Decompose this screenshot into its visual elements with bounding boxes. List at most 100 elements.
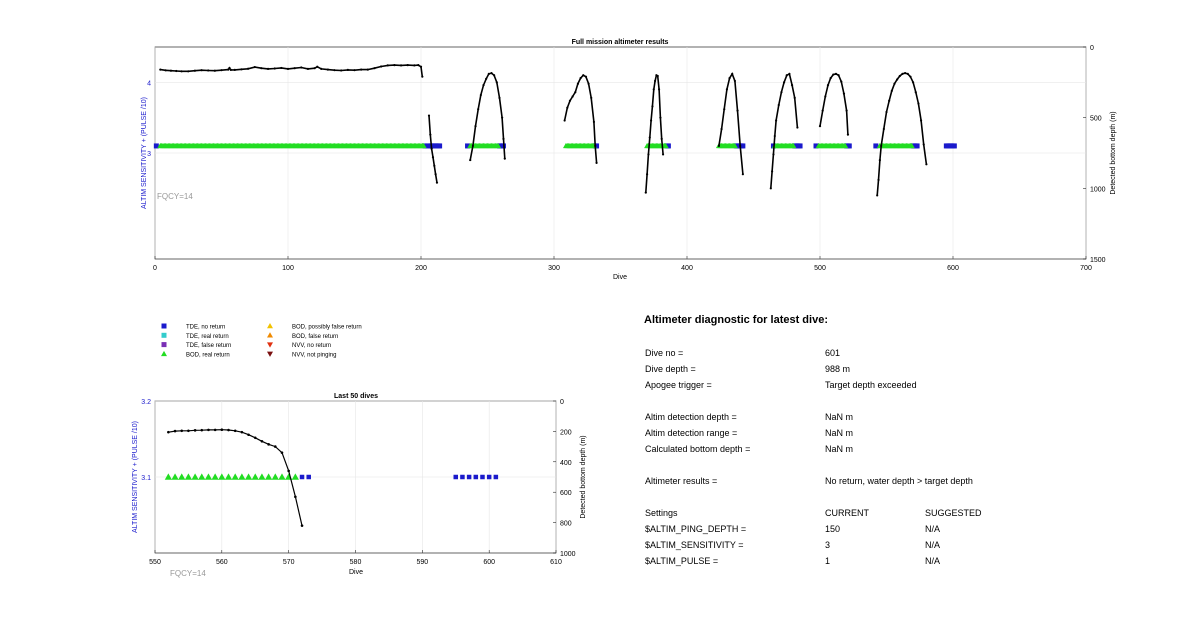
current-header: CURRENT bbox=[825, 508, 869, 518]
depth-point bbox=[346, 68, 349, 71]
depth-point bbox=[435, 181, 439, 184]
depth-point bbox=[180, 429, 184, 433]
depth-point bbox=[777, 103, 780, 107]
depth-point bbox=[253, 65, 256, 69]
row-label: Altim detection depth = bbox=[645, 412, 737, 422]
depth-point bbox=[487, 72, 490, 75]
depth-point bbox=[644, 191, 647, 194]
legend: TDE, no return TDE, real return TDE, false… bbox=[161, 323, 362, 358]
depth-point bbox=[167, 430, 170, 434]
setting-current: 1 bbox=[825, 556, 831, 566]
depth-point bbox=[280, 451, 284, 454]
depth-point bbox=[922, 143, 925, 146]
tde-no-return-marker bbox=[306, 474, 311, 480]
depth-point bbox=[769, 187, 772, 190]
y-left-tick-label: 4 bbox=[147, 80, 151, 87]
depth-point bbox=[326, 68, 329, 71]
depth-point bbox=[837, 74, 840, 77]
tde-no-return-marker bbox=[914, 143, 920, 149]
row-value: No return, water depth > target depth bbox=[825, 476, 973, 486]
depth-point bbox=[427, 114, 431, 117]
tick-labels: 550 560 570 580 590 600 610 3.1 3.2 0 200 400 600 800… bbox=[141, 399, 575, 566]
depth-point bbox=[429, 133, 432, 136]
depth-point bbox=[647, 153, 650, 156]
depth-point bbox=[200, 428, 204, 432]
depth-point bbox=[293, 67, 296, 70]
depth-point bbox=[340, 69, 343, 72]
depth-point bbox=[717, 144, 721, 148]
x-tick-label: 100 bbox=[282, 265, 294, 272]
y-axis-right-label: Detected bottom depth (m) bbox=[580, 435, 587, 518]
depth-point bbox=[824, 95, 827, 98]
tde-no-return-marker bbox=[480, 474, 485, 480]
x-tick-label: 590 bbox=[416, 559, 428, 566]
depth-point bbox=[417, 63, 420, 67]
depth-point bbox=[273, 67, 276, 70]
suggested-header: SUGGESTED bbox=[925, 508, 982, 518]
y-left-tick-label: 3.1 bbox=[141, 475, 151, 482]
last-50-dives-chart: 550 560 570 580 590 600 610 3.1 3.2 0 200 400 600 800… bbox=[132, 393, 587, 578]
bod-real-return-marker bbox=[164, 473, 172, 480]
depth-point bbox=[274, 445, 277, 448]
depth-point bbox=[474, 125, 477, 128]
depth-point bbox=[898, 74, 901, 78]
depth-point bbox=[501, 116, 504, 119]
bod-real-return-marker bbox=[238, 473, 246, 480]
depth-point bbox=[286, 67, 290, 71]
row-value: 988 m bbox=[825, 364, 851, 374]
depth-point bbox=[563, 119, 566, 122]
depth-point bbox=[207, 69, 210, 72]
bod-real-return-marker bbox=[271, 473, 279, 480]
depth-line bbox=[819, 73, 849, 135]
depth-point bbox=[659, 116, 662, 119]
depth-point bbox=[885, 110, 888, 114]
depth-point bbox=[413, 64, 416, 67]
bod-real-return-marker bbox=[251, 473, 259, 480]
depth-point bbox=[175, 69, 178, 73]
y-right-tick-label: 0 bbox=[1090, 45, 1094, 52]
depth-point bbox=[421, 75, 424, 78]
tde-no-return-marker bbox=[951, 143, 957, 149]
depth-point bbox=[247, 67, 250, 70]
depth-point bbox=[896, 78, 899, 81]
depth-point bbox=[790, 84, 794, 87]
depth-point bbox=[919, 119, 923, 122]
depth-point bbox=[925, 163, 928, 166]
bod-real-return-marker bbox=[198, 473, 206, 480]
depth-point bbox=[213, 428, 217, 432]
depth-point bbox=[909, 75, 912, 78]
depth-point bbox=[587, 82, 590, 85]
depth-point bbox=[877, 178, 880, 181]
legend-label: TDE, real return bbox=[186, 334, 229, 340]
depth-point bbox=[772, 153, 775, 156]
depth-point bbox=[582, 74, 585, 77]
depth-point bbox=[260, 439, 264, 443]
depth-point bbox=[904, 72, 907, 75]
setting-suggested: N/A bbox=[925, 540, 941, 550]
setting-name: $ALTIM_SENSITIVITY = bbox=[645, 540, 744, 550]
depth-point bbox=[229, 68, 232, 71]
depth-point bbox=[720, 127, 723, 131]
depth-point bbox=[566, 106, 569, 109]
bod-real-return-marker bbox=[420, 142, 427, 149]
grid bbox=[154, 46, 1087, 260]
bod-real-return-marker bbox=[731, 142, 738, 149]
depth-point bbox=[796, 126, 799, 129]
depth-point bbox=[306, 67, 310, 71]
bod-real-return-marker bbox=[908, 142, 915, 149]
y-right-tick-label: 400 bbox=[560, 460, 572, 467]
setting-current: 3 bbox=[825, 540, 831, 550]
legend-label: NVV, not pinging bbox=[292, 352, 336, 358]
legend-marker bbox=[161, 342, 167, 348]
depth-point bbox=[723, 108, 726, 111]
depth-point bbox=[651, 105, 654, 108]
y-right-tick-label: 500 bbox=[1090, 116, 1102, 123]
full-mission-chart: 0 100 200 300 400 500 600 700 3 4 0 500 1000 1500 Ful… bbox=[141, 39, 1117, 281]
depth-point bbox=[490, 72, 493, 75]
x-tick-label: 200 bbox=[415, 265, 427, 272]
row-label: Dive no = bbox=[645, 348, 684, 358]
depth-point bbox=[785, 74, 788, 77]
depth-point bbox=[180, 70, 183, 73]
depth-point bbox=[200, 69, 203, 72]
depth-point bbox=[373, 67, 376, 70]
